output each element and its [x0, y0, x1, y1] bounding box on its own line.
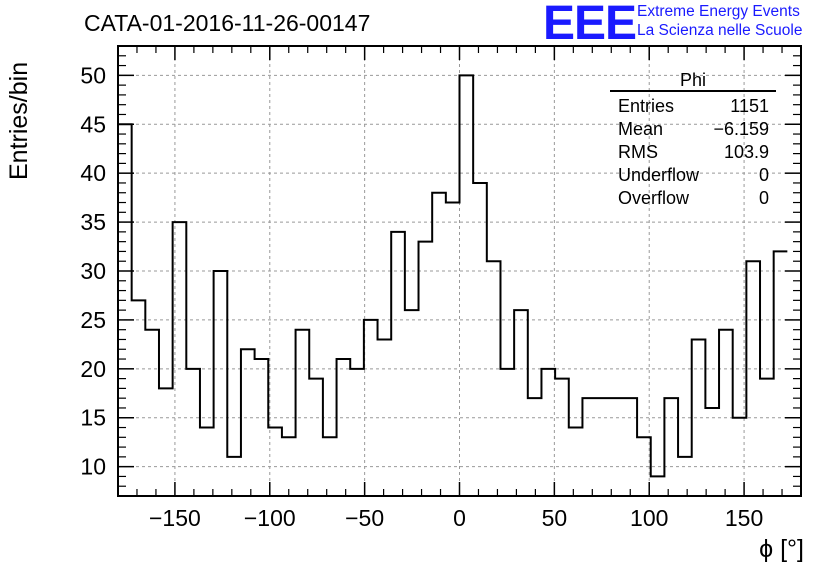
x-tick-label: −50	[345, 505, 384, 531]
stats-value: 0	[758, 165, 769, 185]
x-tick-label: 100	[630, 505, 668, 531]
organization-name: Extreme Energy Events La Scienza nelle S…	[637, 2, 802, 41]
histogram-line	[118, 74, 788, 478]
x-tick-label: 50	[542, 505, 568, 531]
stats-value: 1151	[730, 96, 769, 116]
stats-row-entries: Entries 1151	[610, 95, 776, 118]
y-axis-label: Entries/bin	[5, 61, 33, 180]
y-tick-label: 40	[80, 160, 106, 186]
stats-label: Entries	[618, 96, 675, 116]
stats-histogram-name: Phi	[610, 70, 776, 92]
tick-labels: −150 −100 −50 0 50 100 150 10 15 20 25 30 35 40 45 50	[80, 62, 763, 531]
eee-logo: EEE	[543, 0, 637, 50]
stats-row-rms: RMS 103.9	[610, 141, 776, 164]
x-tick-label: 150	[725, 505, 763, 531]
stats-label: Overflow	[618, 188, 690, 208]
stats-label: Mean	[618, 119, 664, 139]
y-tick-label: 15	[80, 405, 106, 431]
stats-value: −6.159	[713, 119, 769, 139]
x-tick-label: −150	[149, 505, 201, 531]
y-tick-label: 25	[80, 307, 106, 333]
org-line-2: La Scienza nelle Scuole	[637, 22, 803, 40]
x-tick-label: −100	[244, 505, 296, 531]
y-tick-label: 10	[80, 454, 106, 480]
stats-label: RMS	[618, 142, 658, 162]
y-tick-label: 45	[80, 111, 106, 137]
stats-row-overflow: Overflow 0	[610, 187, 776, 210]
y-tick-label: 20	[80, 356, 106, 382]
y-tick-label: 30	[80, 258, 106, 284]
stats-label: Underflow	[618, 165, 700, 185]
stats-value: 103.9	[723, 142, 769, 162]
y-tick-label: 50	[80, 62, 106, 88]
plot-title: CATA-01-2016-11-26-00147	[84, 10, 371, 36]
x-tick-label: 0	[453, 505, 466, 531]
org-line-1: Extreme Energy Events	[637, 3, 800, 20]
axis-ticks	[117, 46, 802, 496]
x-axis-label: ϕ [°]	[759, 535, 804, 563]
stats-box: Phi Entries 1151 Mean −6.159 RMS 103.9 U…	[610, 70, 776, 210]
y-tick-label: 35	[80, 209, 106, 235]
stats-value: 0	[758, 188, 769, 208]
stats-row-mean: Mean −6.159	[610, 118, 776, 141]
stats-row-underflow: Underflow 0	[610, 164, 776, 187]
